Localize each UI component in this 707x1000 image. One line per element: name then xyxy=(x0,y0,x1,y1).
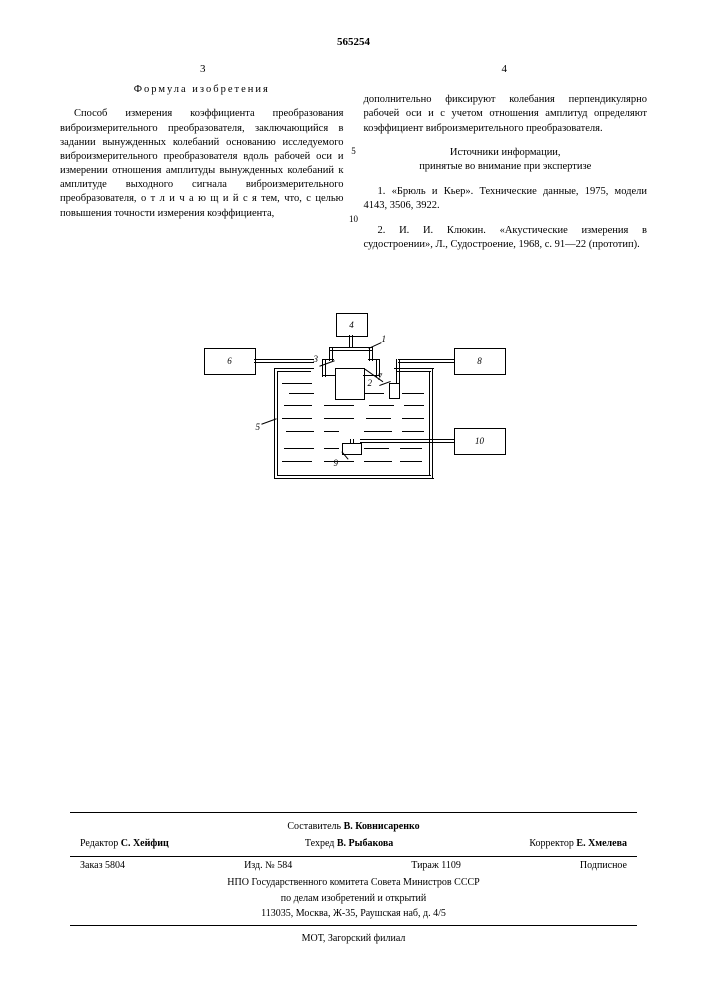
text-columns: 5 10 Формула изобретения Способ измерени… xyxy=(60,83,647,263)
line-marker-5: 5 xyxy=(351,145,356,157)
left-body: Способ измерения коэффициента преобразов… xyxy=(60,107,344,220)
vessel-left-inner xyxy=(277,371,279,475)
dash xyxy=(324,418,354,419)
dash xyxy=(364,448,389,449)
dash xyxy=(324,448,339,449)
label-8: 8 xyxy=(477,355,482,367)
dash xyxy=(282,383,312,384)
line-marker-10: 10 xyxy=(349,213,358,225)
label-1: 1 xyxy=(382,333,387,345)
vessel-right-inner xyxy=(429,371,431,475)
dash xyxy=(400,448,422,449)
dash xyxy=(364,461,392,462)
dash xyxy=(286,431,314,432)
element-9 xyxy=(342,443,362,455)
page: 565254 3 4 5 10 Формула изобретения Спос… xyxy=(0,0,707,1000)
wire-8b xyxy=(396,359,400,383)
vessel-top-right xyxy=(394,368,434,370)
corrector-block: Корректор Е. Хмелева xyxy=(529,837,627,851)
dash xyxy=(284,448,314,449)
label-7: 7 xyxy=(378,371,383,383)
dash xyxy=(400,461,422,462)
vessel-top-left-in xyxy=(277,371,311,373)
leader-1 xyxy=(368,342,381,349)
cup-rt xyxy=(368,359,380,361)
box-6: 6 xyxy=(204,348,256,375)
dash xyxy=(369,405,394,406)
credits-row: Редактор С. Хейфиц Техред В. Рыбакова Ко… xyxy=(70,835,637,853)
print-row: Заказ 5804 Изд. № 584 Тираж 1109 Подписн… xyxy=(70,857,637,875)
reference-2: 2. И. И. Клюкин. «Акустические измерения… xyxy=(364,224,648,252)
vessel-bottom-outer xyxy=(274,478,434,480)
footer: Составитель В. Ковнисаренко Редактор С. … xyxy=(70,812,637,946)
box-4: 4 xyxy=(336,313,368,337)
dash xyxy=(324,461,354,462)
dash xyxy=(402,431,424,432)
page-numbers: 3 4 xyxy=(60,62,647,77)
figure-area: 4 6 8 10 xyxy=(60,313,647,513)
sources-title: Источники информации, xyxy=(364,146,648,160)
wire-8a xyxy=(398,359,454,363)
dash xyxy=(364,393,384,394)
element-7 xyxy=(389,383,400,399)
label-3: 3 xyxy=(314,353,319,365)
vessel-bottom-inner xyxy=(277,475,431,477)
vessel-left-outer xyxy=(274,368,276,478)
box-8: 8 xyxy=(454,348,506,375)
vessel-top-left xyxy=(274,368,314,370)
dash xyxy=(324,405,354,406)
label-4: 4 xyxy=(349,319,354,331)
page-num-right: 4 xyxy=(502,62,508,77)
label-2: 2 xyxy=(368,377,373,389)
cup-lb xyxy=(322,375,336,377)
dash xyxy=(402,418,424,419)
shaft xyxy=(349,335,353,347)
right-body: дополнительно фиксируют колебания перпен… xyxy=(364,93,648,136)
page-num-left: 3 xyxy=(200,62,206,77)
sources-subtitle: принятые во внимание при экспертизе xyxy=(364,160,648,174)
tech-block: Техред В. Рыбакова xyxy=(305,837,393,851)
right-column: дополнительно фиксируют колебания перпен… xyxy=(364,83,648,263)
org-line-2: по делам изобретений и открытий xyxy=(70,892,637,906)
left-column: Формула изобретения Способ измерения коэ… xyxy=(60,83,344,263)
dash xyxy=(402,393,424,394)
vessel-top-right-in xyxy=(397,371,431,373)
label-9: 9 xyxy=(334,457,339,469)
wire-6 xyxy=(254,359,314,363)
wire-10a xyxy=(360,439,454,443)
dash xyxy=(282,418,312,419)
subscription: Подписное xyxy=(580,859,627,873)
composer-line: Составитель В. Ковнисаренко xyxy=(70,820,637,834)
label-10: 10 xyxy=(475,435,484,447)
figure: 4 6 8 10 xyxy=(164,313,544,513)
reference-1: 1. «Брюль и Кьер». Технические данные, 1… xyxy=(364,185,648,213)
printer-line: МОТ, Загорский филиал xyxy=(70,925,637,946)
dash xyxy=(364,431,392,432)
label-6: 6 xyxy=(227,355,232,367)
box-10: 10 xyxy=(454,428,506,455)
dash xyxy=(324,431,339,432)
formula-title: Формула изобретения xyxy=(60,83,344,97)
label-5: 5 xyxy=(256,421,261,433)
dash xyxy=(366,418,391,419)
tirazh-block: Тираж 1109 xyxy=(411,859,461,873)
order-block: Заказ 5804 xyxy=(80,859,125,873)
wire-10b xyxy=(350,439,354,443)
dash xyxy=(289,393,314,394)
address-line: 113035, Москва, Ж-35, Раушская наб, д. 4… xyxy=(70,907,637,921)
document-number: 565254 xyxy=(60,35,647,50)
editor-block: Редактор С. Хейфиц xyxy=(80,837,169,851)
dash xyxy=(284,405,312,406)
vessel-right-outer xyxy=(432,368,434,478)
dash xyxy=(282,461,312,462)
izd-block: Изд. № 584 xyxy=(244,859,292,873)
t-top xyxy=(329,347,373,351)
dash xyxy=(404,405,424,406)
element-2 xyxy=(335,368,365,400)
org-line-1: НПО Государственного комитета Совета Мин… xyxy=(70,876,637,890)
